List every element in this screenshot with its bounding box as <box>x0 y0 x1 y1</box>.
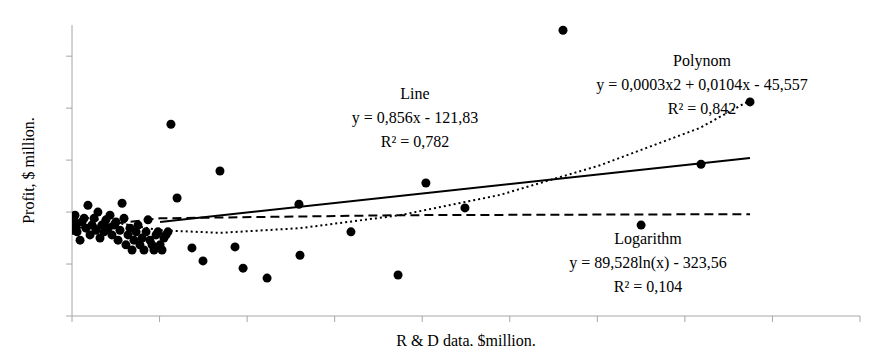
svg-text:R & D data, $million.: R & D data, $million. <box>396 332 536 346</box>
svg-text:Profit, $ million.: Profit, $ million. <box>20 117 37 224</box>
html-text:Line: Line <box>400 85 430 102</box>
html-text:R² = 0,104: R² = 0,104 <box>613 278 683 295</box>
html-text:Logarithm: Logarithm <box>614 230 682 247</box>
html-text:R² = 0,842: R² = 0,842 <box>667 100 737 117</box>
html-text:y = 89,528ln(x) - 323,56: y = 89,528ln(x) - 323,56 <box>569 254 727 271</box>
html-text:Polynom: Polynom <box>673 52 731 69</box>
html-text:R² = 0,782: R² = 0,782 <box>380 133 450 150</box>
html-text:y = 0,0003x2 + 0,0104x - 45,55: y = 0,0003x2 + 0,0104x - 45,557 <box>596 76 808 93</box>
html-text:y = 0,856x - 121,83: y = 0,856x - 121,83 <box>351 109 479 126</box>
